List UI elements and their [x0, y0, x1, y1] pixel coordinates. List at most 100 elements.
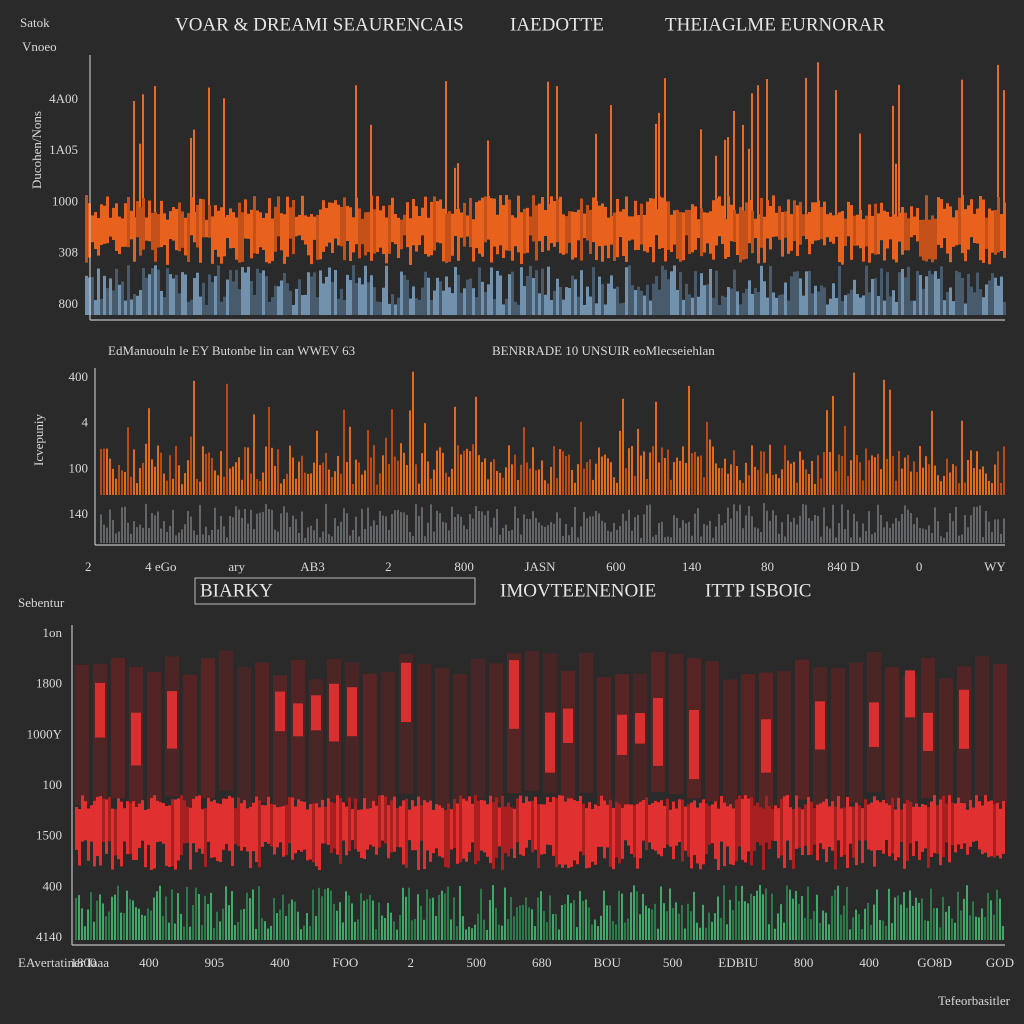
legend-label: IMOVTEENENOIE: [500, 580, 656, 601]
wave-bar: [109, 509, 111, 543]
wave-bar: [808, 270, 811, 315]
wave-bar: [874, 278, 877, 315]
wave-spike: [856, 455, 858, 495]
wave-bar: [601, 284, 604, 315]
wave-bar: [967, 205, 970, 250]
wave-spike: [568, 454, 570, 495]
wave-spike: [594, 919, 596, 940]
wave-spike: [216, 911, 218, 940]
wave-spike: [463, 450, 465, 495]
wave-bar: [121, 281, 124, 315]
wave-spike: [274, 465, 276, 495]
wave-spike: [933, 908, 935, 940]
wave-bar: [196, 272, 199, 315]
wave-spike: [906, 907, 908, 940]
wave-bar: [916, 207, 919, 242]
wave-bar: [871, 215, 874, 254]
wave-bar: [433, 531, 435, 543]
wave-bar: [469, 278, 472, 315]
wave-spike: [945, 911, 947, 940]
wave-spike: [235, 462, 237, 495]
wave-bar: [640, 537, 642, 543]
wave-bar: [796, 524, 798, 543]
wave-bar: [502, 527, 504, 543]
wave-spike: [789, 889, 791, 940]
wave-spike: [564, 903, 566, 940]
wave-spike: [498, 924, 500, 940]
wave-spike: [220, 451, 222, 495]
wave-bar: [967, 527, 969, 543]
y-tick-label: 400: [43, 878, 63, 893]
wave-bar: [328, 267, 331, 315]
wave-bar: [922, 219, 925, 261]
wave-bar: [571, 211, 574, 260]
wave-bar: [157, 214, 160, 248]
wave-spike: [249, 898, 251, 940]
wave-bar: [838, 212, 841, 263]
wave-bar: [253, 196, 256, 254]
wave-bar: [712, 297, 715, 315]
wave-bar: [915, 803, 918, 842]
wave-spike: [432, 897, 434, 940]
wave-bar: [160, 290, 163, 315]
wave-spike: [342, 922, 344, 940]
wave-bar: [484, 196, 487, 243]
wave-bar: [702, 799, 705, 865]
wave-spike: [465, 929, 467, 940]
wave-bar: [424, 196, 427, 255]
wave-spike: [609, 905, 611, 940]
wave-bar: [717, 808, 720, 870]
wave-bar: [438, 805, 441, 857]
wave-spike: [934, 465, 936, 495]
wave-bar: [547, 266, 550, 315]
wave-bar: [907, 218, 910, 251]
wave-spike: [421, 453, 423, 495]
wave-bar: [894, 809, 897, 861]
wave-spike: [973, 467, 975, 495]
x-tick-label: ary: [228, 559, 245, 574]
wave-bar: [883, 527, 885, 543]
caption: EdManuouln le EY Butonbe lin can WWEV 63: [108, 343, 355, 358]
wave-bar: [865, 215, 868, 247]
wave-bar: [996, 802, 999, 856]
wave-bar: [568, 535, 570, 543]
wave-spike: [337, 455, 339, 495]
wave-bar: [454, 516, 456, 543]
wave-bar: [946, 203, 949, 254]
wave-bar: [832, 504, 834, 543]
wave-bar: [646, 505, 648, 543]
wave-spike: [292, 457, 294, 495]
wave-bar: [250, 209, 253, 259]
wave-spike: [103, 448, 105, 495]
wave-bar: [976, 506, 978, 543]
wave-bar: [142, 197, 145, 250]
wave-spike: [733, 450, 735, 495]
wave-spike: [141, 914, 143, 940]
wave-bar: [952, 301, 955, 315]
wave-spike: [505, 467, 507, 495]
wave-bar: [673, 210, 676, 245]
wave-spike: [469, 451, 471, 495]
x-tick-label: 500: [467, 955, 487, 970]
wave-spike: [999, 898, 1001, 940]
wave-spike: [891, 923, 893, 940]
x-tick-label: 0: [916, 559, 923, 574]
wave-spike: [268, 407, 270, 495]
wave-spike: [694, 451, 696, 495]
wave-bar: [457, 514, 459, 543]
wave-bar: [427, 217, 430, 257]
wave-bar: [205, 526, 207, 543]
wave-spike: [487, 140, 489, 196]
wave-bar: [412, 198, 415, 246]
wave-bar: [586, 518, 588, 543]
wave-bar: [799, 201, 802, 245]
wave-bar: [775, 297, 778, 315]
wave-bar: [613, 523, 615, 543]
wave-bar: [490, 527, 492, 543]
wave-spike: [474, 924, 476, 940]
wave-bar: [363, 797, 366, 860]
wave-spike: [132, 900, 134, 940]
wave-bar: [946, 291, 949, 315]
wave-bar: [283, 272, 286, 315]
wave-bar: [556, 199, 559, 243]
